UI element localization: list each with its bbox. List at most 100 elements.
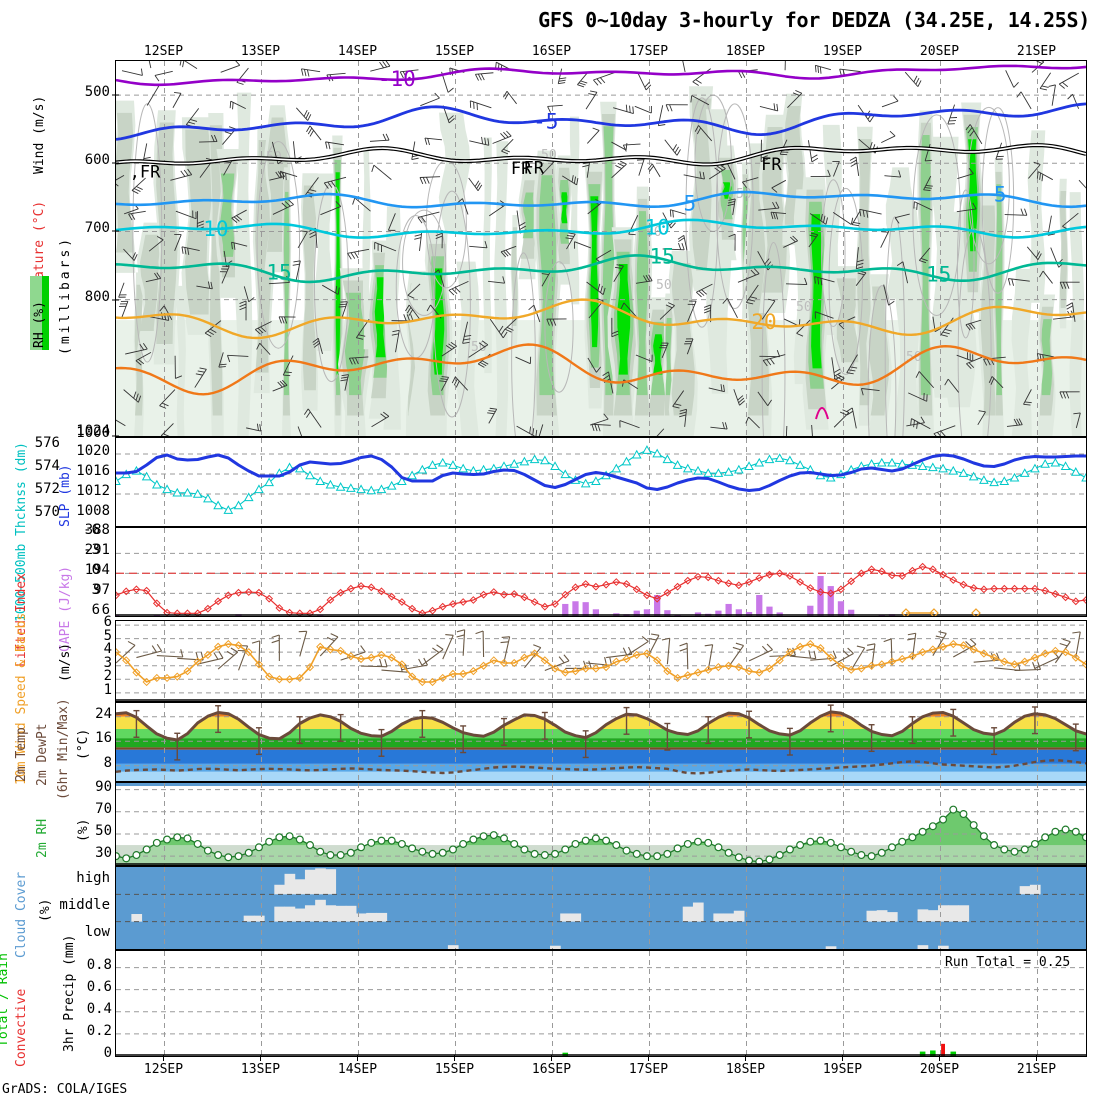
svg-text:10: 10 bbox=[203, 217, 228, 241]
x-tick-label: 18SEP bbox=[725, 1062, 766, 1077]
y-tick-label: 97 bbox=[93, 582, 110, 599]
axis-label-precip-total: Total / Rain bbox=[0, 953, 11, 1047]
cloud-level-label: low bbox=[84, 924, 110, 941]
y-tick-label: 700 bbox=[84, 220, 110, 237]
y-tick-label: 16 bbox=[95, 730, 112, 747]
temp-dewpt-panel[interactable] bbox=[115, 702, 1087, 782]
x-tick-label: 21SEP bbox=[1016, 44, 1057, 59]
y-tick-label: 50 bbox=[95, 822, 112, 839]
lifted-index-cape-panel[interactable] bbox=[115, 527, 1087, 617]
svg-text:FR: FR bbox=[511, 159, 532, 179]
y-tick-label: 8 bbox=[103, 754, 112, 771]
x-tick-label: 17SEP bbox=[628, 44, 669, 59]
svg-text:FR: FR bbox=[761, 155, 782, 175]
x-tick-label: 21SEP bbox=[1016, 1062, 1057, 1077]
cloud-level-label: high bbox=[76, 869, 110, 886]
y-tick-label: 0 bbox=[103, 1045, 112, 1061]
svg-text:15: 15 bbox=[650, 244, 675, 268]
y-tick-label: 90 bbox=[95, 778, 112, 795]
svg-text:50: 50 bbox=[656, 278, 672, 293]
x-tick-label: 16SEP bbox=[531, 44, 572, 59]
x-tick-label: 20SEP bbox=[919, 1062, 960, 1077]
y-tick-label: 388 bbox=[84, 522, 110, 539]
svg-text:5: 5 bbox=[994, 183, 1007, 207]
axis-label-cloud: Cloud Cover bbox=[14, 871, 29, 958]
slp-thickness-panel[interactable] bbox=[115, 437, 1087, 527]
x-tick-label: 13SEP bbox=[240, 44, 281, 59]
svg-text:20: 20 bbox=[751, 310, 776, 334]
y-tick-label: 572 bbox=[34, 480, 60, 497]
run-total-annotation: Run Total = 0.25 bbox=[945, 955, 1071, 970]
y-tick-label: 800 bbox=[84, 288, 110, 305]
y-tick-label: 0.2 bbox=[86, 1022, 112, 1039]
svg-text:50: 50 bbox=[736, 187, 752, 202]
svg-text:-10: -10 bbox=[378, 67, 416, 91]
y-tick-label: 0.6 bbox=[86, 978, 112, 995]
y-tick-label: 1000 bbox=[76, 425, 110, 441]
x-tick-label: 16SEP bbox=[531, 1062, 572, 1077]
y-tick-label: 291 bbox=[84, 542, 110, 559]
svg-text:,FR: ,FR bbox=[130, 162, 161, 182]
y-tick-label: 6 bbox=[91, 602, 100, 619]
axis-label-upper-rh: RH (%) bbox=[30, 276, 49, 350]
x-tick-label: 15SEP bbox=[434, 1062, 475, 1077]
x-tick-label: 20SEP bbox=[919, 44, 960, 59]
y-tick-label: 1008 bbox=[76, 503, 110, 519]
y-tick-label: 1016 bbox=[76, 463, 110, 479]
cloud-level-label: middle bbox=[59, 897, 110, 913]
y-tick-label: 500 bbox=[84, 84, 110, 101]
wind-10m-panel[interactable] bbox=[115, 620, 1087, 702]
precip-panel[interactable] bbox=[115, 950, 1087, 1057]
y-tick-label: 24 bbox=[95, 705, 112, 722]
svg-text:10: 10 bbox=[645, 215, 670, 239]
svg-text:15: 15 bbox=[266, 261, 291, 285]
y-tick-label: 1 bbox=[103, 681, 112, 698]
upper-air-panel[interactable]: 50 50 50 50 50 50 50 50 -10 -5 5 5 10 10 15 15 15 20 ,FR FR… bbox=[115, 60, 1087, 437]
y-tick-label: 70 bbox=[95, 800, 112, 817]
y-tick-label: 570 bbox=[34, 503, 60, 520]
y-tick-label: 1012 bbox=[76, 483, 110, 499]
x-tick-label: 14SEP bbox=[337, 1062, 378, 1077]
x-tick-label: 15SEP bbox=[434, 44, 475, 59]
y-tick-label: 194 bbox=[84, 562, 110, 579]
y-tick-label: 5 bbox=[103, 627, 112, 644]
x-tick-label: 17SEP bbox=[628, 1062, 669, 1077]
y-tick-label: 0 bbox=[91, 562, 100, 579]
y-tick-label: 574 bbox=[34, 457, 60, 474]
y-tick-label: 600 bbox=[84, 152, 110, 169]
y-tick-label: 576 bbox=[34, 434, 60, 451]
y-tick-label: -6 bbox=[83, 522, 100, 539]
axis-label-upper-pressure: (millibars) bbox=[58, 235, 73, 355]
axis-label-upper-wind: Wind (m/s) bbox=[32, 95, 47, 174]
svg-text:15: 15 bbox=[926, 262, 951, 286]
y-tick-label: 30 bbox=[95, 845, 112, 862]
page-title: GFS 0~10day 3-hourly for DEDZA (34.25E, … bbox=[538, 8, 1090, 32]
y-tick-label: 1024 bbox=[76, 423, 110, 439]
svg-text:5: 5 bbox=[683, 191, 696, 215]
x-tick-label: 12SEP bbox=[143, 1062, 184, 1077]
svg-text:50: 50 bbox=[796, 300, 812, 315]
x-tick-label: 18SEP bbox=[725, 44, 766, 59]
x-tick-label: 13SEP bbox=[240, 1062, 281, 1077]
axis-label-wind10m-units: (m/s) bbox=[58, 642, 73, 682]
y-tick-label: -3 bbox=[83, 542, 100, 559]
y-tick-label: 3 bbox=[103, 654, 112, 671]
svg-text:-5: -5 bbox=[533, 110, 558, 134]
x-tick-label: 19SEP bbox=[822, 44, 863, 59]
x-tick-label: 19SEP bbox=[822, 1062, 863, 1077]
y-tick-label: 3 bbox=[91, 582, 100, 599]
rh-2m-panel[interactable] bbox=[115, 782, 1087, 866]
x-tick-label: 12SEP bbox=[143, 44, 184, 59]
y-tick-label: 0.4 bbox=[86, 1000, 112, 1017]
y-tick-label: 0.8 bbox=[86, 956, 112, 973]
cloud-cover-panel[interactable] bbox=[115, 866, 1087, 950]
axis-label-dewpt2m: 2m DewPt bbox=[35, 723, 50, 786]
svg-text:FR: FR bbox=[523, 159, 544, 179]
x-tick-label: 14SEP bbox=[337, 44, 378, 59]
y-tick-label: 6 bbox=[101, 602, 110, 619]
credit-label: GrADS: COLA/IGES bbox=[2, 1082, 128, 1097]
axis-label-precip-conv: Convective bbox=[14, 988, 29, 1067]
svg-text:50: 50 bbox=[471, 340, 487, 355]
y-tick-label: 2 bbox=[103, 668, 112, 685]
axis-label-rh2m: 2m RH bbox=[35, 818, 50, 858]
